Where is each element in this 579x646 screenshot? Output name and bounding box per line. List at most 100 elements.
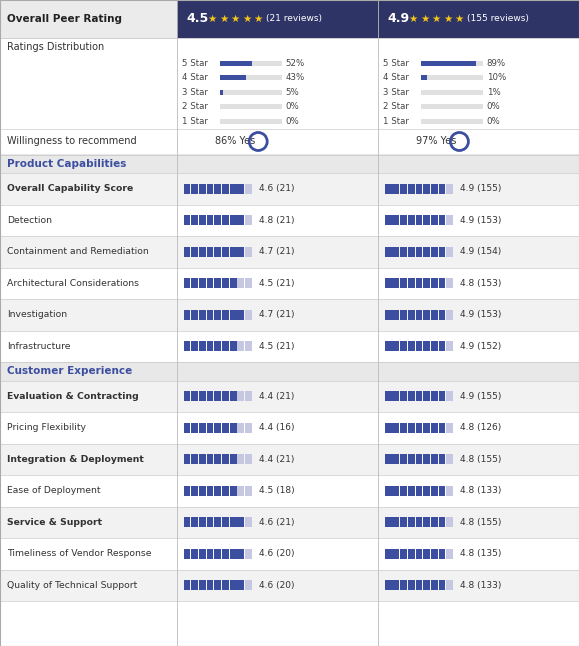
Text: ★: ★ bbox=[444, 14, 453, 24]
Bar bbox=[184, 341, 190, 351]
Text: 4.8 (133): 4.8 (133) bbox=[460, 486, 501, 495]
Bar bbox=[416, 580, 423, 590]
Text: 4.9: 4.9 bbox=[388, 12, 410, 25]
Bar bbox=[423, 517, 430, 527]
Bar bbox=[393, 486, 400, 495]
Bar bbox=[0, 236, 177, 267]
Bar bbox=[423, 309, 430, 320]
Bar bbox=[439, 391, 445, 401]
Bar bbox=[230, 278, 237, 288]
Bar bbox=[446, 486, 453, 495]
Bar bbox=[393, 454, 400, 464]
Bar bbox=[177, 114, 378, 129]
Text: 86% Yes: 86% Yes bbox=[215, 136, 255, 147]
Text: Integration & Deployment: Integration & Deployment bbox=[7, 455, 144, 464]
Bar bbox=[214, 278, 221, 288]
Text: 4.8 (153): 4.8 (153) bbox=[460, 279, 501, 287]
Bar bbox=[0, 99, 177, 114]
Bar bbox=[230, 183, 237, 194]
Bar bbox=[439, 548, 445, 559]
Bar bbox=[230, 422, 237, 433]
Bar bbox=[184, 422, 190, 433]
Text: 4.6 (21): 4.6 (21) bbox=[259, 517, 295, 526]
Text: Ratings Distribution: Ratings Distribution bbox=[7, 42, 104, 52]
Bar bbox=[423, 278, 430, 288]
Bar bbox=[421, 90, 422, 95]
Bar bbox=[177, 444, 378, 475]
Bar bbox=[446, 391, 453, 401]
Bar bbox=[446, 183, 453, 194]
Bar bbox=[431, 247, 438, 256]
Text: 4.6 (21): 4.6 (21) bbox=[259, 184, 295, 193]
Bar bbox=[431, 278, 438, 288]
Bar bbox=[423, 580, 430, 590]
Bar bbox=[0, 444, 177, 475]
Bar bbox=[207, 309, 214, 320]
Text: 4.9 (154): 4.9 (154) bbox=[460, 247, 501, 256]
Bar bbox=[219, 76, 246, 80]
Bar bbox=[421, 61, 476, 66]
Bar bbox=[408, 454, 415, 464]
Text: 4.9 (153): 4.9 (153) bbox=[460, 216, 501, 225]
Text: 3 Star: 3 Star bbox=[383, 88, 409, 97]
Text: 4.5 (21): 4.5 (21) bbox=[259, 279, 295, 287]
Bar bbox=[245, 580, 252, 590]
Bar bbox=[184, 580, 190, 590]
Bar bbox=[408, 391, 415, 401]
Bar bbox=[237, 215, 244, 225]
Bar bbox=[199, 247, 206, 256]
Text: 4.4 (21): 4.4 (21) bbox=[259, 391, 294, 401]
Bar bbox=[219, 61, 252, 66]
Bar bbox=[0, 70, 177, 85]
Bar bbox=[439, 580, 445, 590]
Bar bbox=[184, 486, 190, 495]
Bar bbox=[421, 76, 483, 80]
Bar bbox=[222, 391, 229, 401]
Bar bbox=[416, 486, 423, 495]
Bar bbox=[191, 278, 198, 288]
Bar bbox=[393, 517, 400, 527]
Bar bbox=[400, 548, 407, 559]
Text: Overall Capability Score: Overall Capability Score bbox=[7, 184, 133, 193]
Bar bbox=[191, 391, 198, 401]
Bar bbox=[177, 85, 378, 99]
Bar bbox=[446, 278, 453, 288]
Bar bbox=[439, 341, 445, 351]
Bar bbox=[439, 309, 445, 320]
Text: Containment and Remediation: Containment and Remediation bbox=[7, 247, 149, 256]
Text: Willingness to recommend: Willingness to recommend bbox=[7, 136, 137, 147]
Bar bbox=[214, 486, 221, 495]
Bar bbox=[446, 548, 453, 559]
Bar bbox=[177, 412, 378, 444]
Bar bbox=[207, 215, 214, 225]
Bar bbox=[191, 486, 198, 495]
Bar bbox=[423, 548, 430, 559]
Text: 4 Star: 4 Star bbox=[383, 73, 409, 82]
Bar bbox=[199, 422, 206, 433]
Bar bbox=[222, 183, 229, 194]
Bar bbox=[439, 183, 445, 194]
Bar bbox=[219, 119, 281, 123]
Bar bbox=[408, 580, 415, 590]
Text: 4.9 (155): 4.9 (155) bbox=[460, 184, 501, 193]
Bar bbox=[214, 454, 221, 464]
Bar bbox=[416, 183, 423, 194]
Bar bbox=[439, 247, 445, 256]
Bar bbox=[222, 517, 229, 527]
Bar bbox=[439, 215, 445, 225]
Bar bbox=[378, 538, 579, 570]
Text: ★: ★ bbox=[208, 14, 217, 24]
Bar bbox=[400, 278, 407, 288]
Bar bbox=[245, 454, 252, 464]
Bar bbox=[0, 299, 177, 331]
Bar bbox=[207, 486, 214, 495]
Text: Overall Peer Rating: Overall Peer Rating bbox=[7, 14, 122, 24]
Bar bbox=[222, 454, 229, 464]
Bar bbox=[378, 85, 579, 99]
Bar bbox=[219, 61, 281, 66]
Bar bbox=[245, 309, 252, 320]
Bar bbox=[385, 517, 391, 527]
Bar bbox=[222, 309, 229, 320]
Bar bbox=[199, 517, 206, 527]
Bar bbox=[237, 183, 244, 194]
